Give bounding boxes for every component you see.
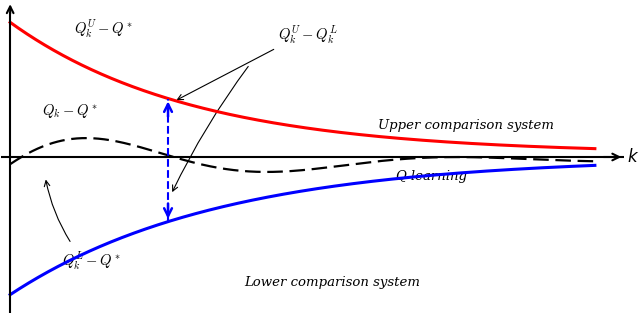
Text: Q-learning: Q-learning [395,170,467,183]
Text: Upper comparison system: Upper comparison system [378,119,554,133]
Text: $Q_k - Q^*$: $Q_k - Q^*$ [42,102,98,120]
Text: $Q_k^U - Q_k^L$: $Q_k^U - Q_k^L$ [278,24,339,46]
Text: Lower comparison system: Lower comparison system [244,276,420,289]
Text: $Q_k^L - Q^*$: $Q_k^L - Q^*$ [62,250,122,272]
Text: $k$: $k$ [627,148,639,166]
Text: $Q_k^U - Q^*$: $Q_k^U - Q^*$ [74,18,133,40]
